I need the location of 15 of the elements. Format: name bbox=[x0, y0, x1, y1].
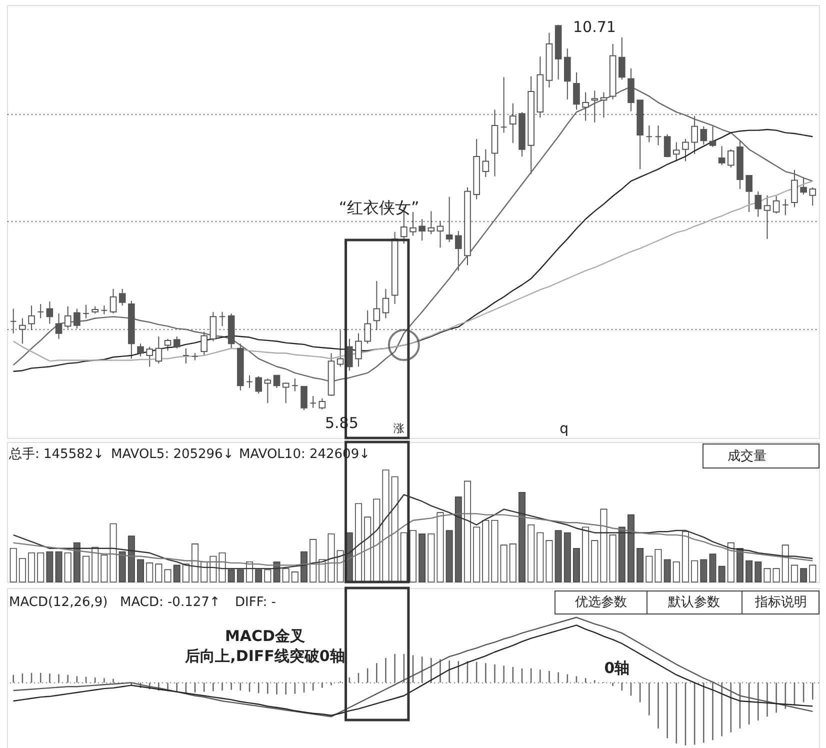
text: 成交量 bbox=[728, 448, 766, 464]
text: MACD: -0.127↑ bbox=[120, 595, 220, 610]
text: DIFF: - bbox=[235, 595, 276, 610]
text: 总手: 145582↓ bbox=[8, 447, 104, 462]
text: 优选参数 bbox=[575, 595, 627, 610]
annotation: 0轴 bbox=[604, 659, 630, 677]
text: MAVOL5: 205296↓ bbox=[111, 447, 234, 462]
annotation: “红衣侠女” bbox=[338, 198, 420, 217]
annotation: MACD金叉后向上,DIFF线突破0轴 bbox=[184, 627, 345, 665]
annotation: q bbox=[560, 421, 568, 437]
text: MACD(12,26,9) bbox=[9, 595, 108, 610]
text: 默认参数 bbox=[667, 595, 720, 610]
annotation: 涨 bbox=[394, 422, 404, 435]
text: 指标说明 bbox=[754, 595, 807, 610]
annotation: 10.71 bbox=[573, 18, 616, 36]
